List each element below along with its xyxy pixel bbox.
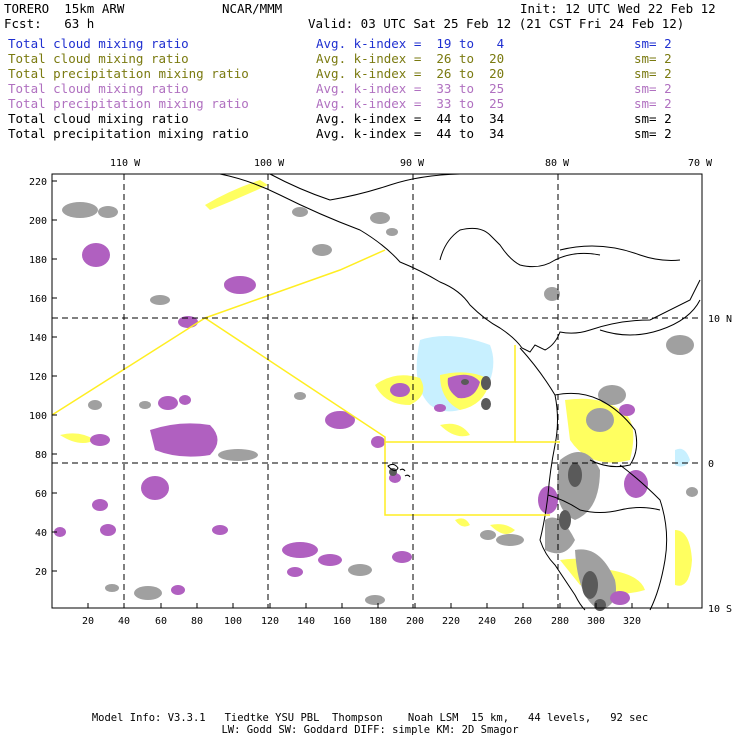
legend-row: Total precipitation mixing ratio Avg. k-… <box>8 66 738 81</box>
y-tick-label: 180 <box>29 255 47 266</box>
mexico-central-america-coast <box>219 173 701 353</box>
y-tick-label: 80 <box>35 450 47 461</box>
legend-kindex: Avg. k-index = 26 to 20 <box>316 66 505 81</box>
y-tick-label: 120 <box>29 372 47 383</box>
legend-row: Total cloud mixing ratio Avg. k-index = … <box>8 111 738 126</box>
legend-sm: sm= 2 <box>634 36 672 51</box>
y-tick-label: 60 <box>35 489 47 500</box>
lon-label: 90 W <box>400 158 425 169</box>
legend-field: Total precipitation mixing ratio <box>8 96 249 111</box>
y-tick-label: 200 <box>29 216 47 227</box>
purple-precip-areas <box>54 243 648 605</box>
cloud-mixing-field <box>54 180 698 611</box>
x-tick-label: 240 <box>478 616 496 627</box>
legend-kindex: Avg. k-index = 26 to 20 <box>316 51 505 66</box>
legend-kindex: Avg. k-index = 33 to 25 <box>316 96 505 111</box>
x-tick-label: 120 <box>261 616 279 627</box>
brazil-border <box>619 464 668 611</box>
legend-row: Total cloud mixing ratio Avg. k-index = … <box>8 51 738 66</box>
south-america-west-coast <box>519 347 586 611</box>
legend-kindex: Avg. k-index = 44 to 34 <box>316 111 505 126</box>
x-tick-label: 140 <box>297 616 315 627</box>
bottom-axis-labels: 20 40 60 80 100 120 140 160 180 200 220 … <box>82 616 641 627</box>
y-tick-label: 160 <box>29 294 47 305</box>
x-tick-label: 100 <box>224 616 242 627</box>
forecast-hour: Fcst: 63 h <box>4 16 95 31</box>
x-tick-label: 20 <box>82 616 94 627</box>
lat-label: 10 N <box>708 314 732 325</box>
legend-field: Total cloud mixing ratio <box>8 36 189 51</box>
legend-sm: sm= 2 <box>634 126 672 141</box>
y-tick-label: 20 <box>35 567 47 578</box>
lat-lon-grid <box>52 174 702 608</box>
legend-row: Total precipitation mixing ratio Avg. k-… <box>8 96 738 111</box>
y-tick-label: 140 <box>29 333 47 344</box>
legend-sm: sm= 2 <box>634 111 672 126</box>
left-axis-labels: 220 200 180 160 140 120 100 80 60 40 20 <box>29 177 47 578</box>
y-tick-label: 40 <box>35 528 47 539</box>
x-tick-label: 160 <box>333 616 351 627</box>
legend-field: Total cloud mixing ratio <box>8 111 189 126</box>
left-ticks <box>52 180 57 572</box>
model-info-line1: Model Info: V3.3.1 Tiedtke YSU PBL Thomp… <box>91 712 649 724</box>
model-info-line2: LW: Godd SW: Goddard DIFF: simple KM: 2D… <box>221 724 519 736</box>
x-tick-label: 40 <box>118 616 130 627</box>
legend-field: Total precipitation mixing ratio <box>8 66 249 81</box>
dark-core-areas <box>389 376 606 611</box>
lat-label: 10 S <box>708 604 732 615</box>
legend-row: Total cloud mixing ratio Avg. k-index = … <box>8 81 738 96</box>
model-title: TORERO 15km ARW <box>4 1 125 16</box>
legend-field: Total cloud mixing ratio <box>8 51 189 66</box>
right-latitude-labels: 10 N 0 10 S <box>708 314 732 615</box>
x-tick-label: 200 <box>406 616 424 627</box>
yellow-cloud-areas <box>60 180 692 594</box>
legend-row: Total cloud mixing ratio Avg. k-index = … <box>8 36 738 51</box>
legend-kindex: Avg. k-index = 33 to 25 <box>316 81 505 96</box>
zone-boundaries <box>51 249 560 516</box>
cuba-coast <box>559 245 681 261</box>
y-tick-label: 100 <box>29 411 47 422</box>
legend-sm: sm= 2 <box>634 51 672 66</box>
legend-kindex: Avg. k-index = 44 to 34 <box>316 126 505 141</box>
top-longitude-labels: 110 W 100 W 90 W 80 W 70 W <box>110 158 713 169</box>
ecuador-peru-border <box>547 494 661 513</box>
x-tick-label: 80 <box>191 616 203 627</box>
coastlines <box>219 173 701 611</box>
x-tick-label: 220 <box>442 616 460 627</box>
lon-label: 110 W <box>110 158 141 169</box>
org-label: NCAR/MMM <box>222 1 283 16</box>
legend-sm: sm= 2 <box>634 66 672 81</box>
x-tick-label: 320 <box>623 616 641 627</box>
y-tick-label: 220 <box>29 177 47 188</box>
legend-row: Total precipitation mixing ratio Avg. k-… <box>8 126 738 141</box>
x-tick-label: 280 <box>551 616 569 627</box>
lon-label: 80 W <box>545 158 570 169</box>
colombia-border <box>554 392 638 468</box>
x-tick-label: 260 <box>514 616 532 627</box>
map-frame <box>51 173 703 609</box>
valid-time: Valid: 03 UTC Sat 25 Feb 12 (21 CST Fri … <box>308 16 685 31</box>
venezuela-coast <box>599 299 701 336</box>
legend-sm: sm= 2 <box>634 81 672 96</box>
lat-label: 0 <box>708 459 714 470</box>
legend-field: Total precipitation mixing ratio <box>8 126 249 141</box>
x-tick-label: 300 <box>587 616 605 627</box>
boundary-line <box>204 249 386 319</box>
galapagos <box>387 463 411 478</box>
init-time: Init: 12 UTC Wed 22 Feb 12 <box>520 1 716 16</box>
lon-label: 100 W <box>254 158 285 169</box>
forecast-map: 110 W 100 W 90 W 80 W 70 W <box>29 158 732 627</box>
boundary-line <box>51 317 550 516</box>
legend-kindex: Avg. k-index = 19 to 4 <box>316 36 505 51</box>
lon-label: 70 W <box>688 158 713 169</box>
bottom-ticks <box>87 603 669 608</box>
x-tick-label: 60 <box>155 616 167 627</box>
x-tick-label: 180 <box>369 616 387 627</box>
gulf-coast <box>269 173 461 201</box>
legend-sm: sm= 2 <box>634 96 672 111</box>
legend-field: Total cloud mixing ratio <box>8 81 189 96</box>
